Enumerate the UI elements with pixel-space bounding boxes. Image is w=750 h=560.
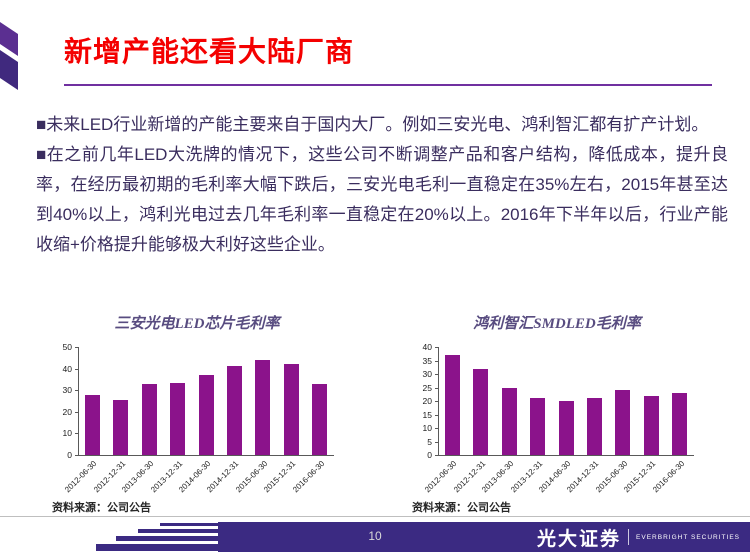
y-tick-label: 10 [422, 423, 432, 433]
chart-canvas-sanan: 0 10 20 30 40 50 2012-06-30 2012-12-31 2013-06-3… [42, 339, 352, 499]
y-axis-tick [75, 433, 78, 435]
bar [444, 355, 460, 455]
y-tick-label: 0 [427, 450, 432, 460]
bar [226, 366, 242, 455]
brand-name-chinese: 光大证券 [537, 528, 622, 550]
y-tick-label: 30 [422, 369, 432, 379]
bar [501, 387, 517, 455]
y-axis-tick [75, 411, 78, 413]
bar [312, 383, 328, 455]
bar [113, 399, 129, 455]
bar [586, 398, 602, 455]
y-axis-tick [75, 368, 78, 370]
bar [198, 375, 214, 455]
y-axis-tick [435, 347, 438, 348]
y-axis-tick [75, 390, 78, 392]
y-tick-label: 20 [62, 406, 72, 417]
chart-title-hongli: 鸿利智汇SMDLED毛利率 [473, 316, 641, 332]
y-axis [78, 347, 79, 455]
corner-decoration-icon [0, 22, 18, 90]
chart-sanan-gross-margin: 三安光电LED芯片毛利率 0 10 20 30 40 50 2012-06-30 2012-1… [42, 312, 352, 515]
y-axis-tick [435, 428, 438, 429]
chart-hongli-gross-margin: 鸿利智汇SMDLED毛利率 0 5 10 15 20 25 30 35 40 2012-06-30… [402, 312, 712, 515]
footer-logo-stripe [138, 529, 218, 533]
y-tick-label: 0 [67, 450, 72, 460]
bar [141, 383, 157, 455]
y-tick-label: 10 [62, 428, 72, 439]
x-axis [438, 455, 694, 456]
y-axis-tick [435, 360, 438, 362]
bar [558, 401, 574, 455]
brand-divider [628, 529, 630, 545]
footer-band [218, 522, 750, 552]
y-axis-tick [435, 441, 438, 443]
footer-logo-stripe [96, 544, 218, 551]
bar [255, 359, 271, 455]
y-tick-label: 50 [62, 342, 72, 352]
chart-canvas-hongli: 0 5 10 15 20 25 30 35 40 2012-06-30 2012-12-31 2013… [402, 339, 712, 499]
bar [283, 364, 299, 455]
bar [170, 382, 186, 455]
y-axis-tick [435, 374, 438, 375]
brand-name-english: EVERBRIGHT SECURITIES [636, 533, 740, 541]
footer-logo-stripe [116, 536, 218, 541]
y-tick-label: 5 [427, 436, 432, 447]
y-tick-label: 30 [62, 385, 72, 396]
y-axis-tick [75, 455, 78, 456]
chart-source-hongli: 资料来源：公司公告 [412, 502, 511, 514]
y-tick-label: 35 [422, 355, 432, 366]
bullet-paragraph-2: ■在之前几年LED大洗牌的情况下，这些公司不断调整产品和客户结构，降低成本，提升… [36, 145, 728, 254]
y-axis-tick [435, 401, 438, 402]
footer-separator-line [0, 516, 750, 517]
y-tick-label: 20 [422, 396, 432, 406]
y-tick-label: 15 [422, 409, 432, 420]
y-axis [438, 347, 439, 455]
x-axis [78, 455, 334, 456]
bar [643, 395, 659, 455]
bar [615, 390, 631, 455]
bar [530, 398, 546, 455]
y-tick-label: 25 [422, 382, 432, 393]
chart-source-sanan: 资料来源：公司公告 [52, 502, 151, 514]
y-tick-label: 40 [422, 342, 432, 352]
bar [672, 392, 688, 455]
page-title: 新增产能还看大陆厂商 [64, 36, 355, 67]
title-underline [64, 84, 712, 86]
y-axis-tick [435, 387, 438, 389]
footer-logo-stripe [160, 523, 218, 526]
y-axis-tick [75, 347, 78, 348]
body-text: ■未来LED行业新增的产能主要来自于国内大厂。例如三安光电、鸿利智汇都有扩产计划… [36, 110, 728, 260]
chart-title-sanan: 三安光电LED芯片毛利率 [114, 316, 280, 332]
brand-logo: 光大证券 EVERBRIGHT SECURITIES [537, 522, 740, 552]
y-axis-tick [435, 455, 438, 456]
y-tick-label: 40 [62, 363, 72, 374]
bullet-paragraph-1: ■未来LED行业新增的产能主要来自于国内大厂。例如三安光电、鸿利智汇都有扩产计划… [36, 115, 709, 134]
bar [84, 394, 100, 455]
bar [473, 368, 489, 455]
y-axis-tick [435, 414, 438, 416]
